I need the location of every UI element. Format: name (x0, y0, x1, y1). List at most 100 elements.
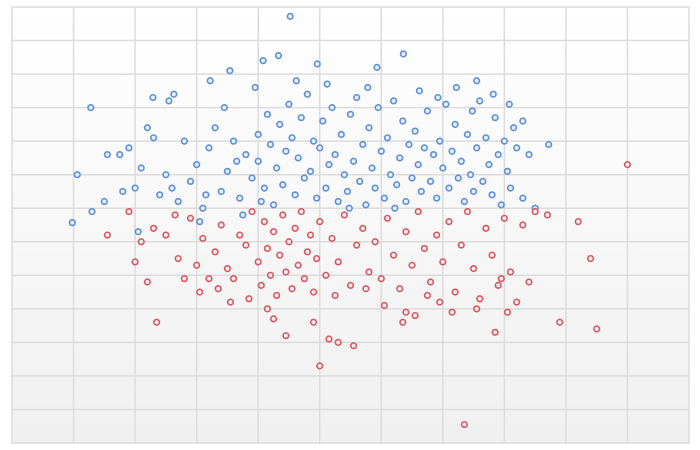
data-point-red (254, 258, 262, 266)
data-point-blue (242, 150, 250, 159)
data-point-blue (454, 174, 462, 182)
data-point-blue (359, 140, 367, 149)
data-point-red (543, 211, 552, 219)
data-point-blue (156, 191, 164, 199)
data-point-red (199, 234, 207, 243)
data-point-blue (217, 187, 225, 196)
data-point-blue (489, 90, 497, 98)
data-point-red (257, 281, 265, 289)
data-point-red (340, 211, 348, 219)
data-point-red (269, 315, 278, 323)
data-point-blue (149, 134, 158, 142)
data-point-red (125, 207, 133, 216)
data-point-blue (186, 177, 195, 185)
data-point-red (103, 231, 111, 239)
data-point-red (263, 305, 272, 313)
data-point-blue (494, 150, 502, 159)
data-point-red (193, 261, 201, 269)
data-point-blue (331, 150, 339, 159)
data-point-blue (452, 83, 460, 92)
data-point-blue (119, 187, 127, 196)
data-point-red (411, 311, 419, 320)
data-point-red (162, 231, 170, 239)
data-point-red (273, 291, 281, 300)
data-point-red (402, 228, 410, 236)
data-point-blue (266, 140, 275, 149)
data-point-red (488, 251, 496, 259)
data-point-red (497, 275, 505, 283)
data-point-red (362, 285, 370, 293)
data-point-red (476, 295, 484, 303)
data-point-blue (316, 144, 324, 152)
data-point-blue (131, 184, 139, 192)
data-point-blue (491, 114, 499, 122)
data-point-red (519, 221, 527, 229)
data-point-blue (362, 201, 370, 209)
data-point-blue (260, 184, 268, 192)
data-point-blue (282, 147, 290, 155)
data-point-red (380, 301, 388, 310)
data-point-red (506, 268, 515, 276)
data-point-blue (220, 104, 228, 112)
data-point-red (294, 261, 302, 269)
data-point-blue (545, 140, 553, 149)
data-point-blue (503, 167, 512, 175)
data-point-red (500, 214, 508, 222)
data-point-red (349, 342, 358, 350)
data-point-blue (371, 184, 379, 192)
data-point-red (623, 161, 632, 169)
data-point-blue (353, 93, 361, 102)
data-point-blue (323, 80, 331, 88)
data-point-blue (368, 164, 376, 172)
data-point-red (414, 207, 422, 216)
data-point-red (574, 218, 582, 226)
data-point-blue (279, 181, 287, 189)
data-point-blue (457, 157, 465, 165)
data-point-blue (259, 57, 267, 65)
data-point-blue (340, 171, 348, 179)
data-point-red (226, 298, 235, 306)
grid (12, 7, 689, 443)
data-point-red (322, 271, 330, 279)
data-point-blue (125, 144, 133, 152)
data-point-red (309, 288, 318, 296)
data-point-blue (73, 171, 81, 179)
data-point-blue (356, 177, 364, 185)
data-point-red (143, 278, 151, 286)
data-point-red (263, 244, 272, 253)
data-point-red (316, 218, 324, 226)
data-point-red (276, 251, 284, 259)
data-point-blue (389, 97, 398, 105)
data-point-red (269, 228, 278, 236)
data-point-blue (469, 187, 478, 196)
data-point-blue (180, 137, 188, 145)
data-point-red (482, 224, 490, 232)
data-point-red (331, 291, 339, 300)
data-point-red (531, 207, 539, 216)
data-point-blue (423, 107, 432, 115)
data-point-red (248, 207, 256, 216)
data-point-red (153, 318, 161, 326)
data-point-blue (251, 83, 259, 92)
data-point-red (586, 254, 595, 263)
data-point-blue (313, 60, 321, 68)
data-point-blue (116, 150, 124, 159)
data-point-red (297, 207, 305, 216)
data-point-blue (482, 134, 490, 142)
data-point-red (420, 244, 428, 253)
data-point-red (491, 328, 499, 336)
data-point-blue (199, 204, 207, 212)
data-point-blue (276, 120, 284, 128)
data-point-blue (303, 90, 312, 98)
data-point-blue (103, 150, 111, 159)
data-point-red (205, 275, 213, 283)
data-point-blue (306, 167, 315, 175)
data-point-blue (170, 90, 178, 98)
data-point-blue (473, 144, 481, 152)
data-point-blue (168, 184, 176, 192)
points (68, 12, 632, 429)
data-point-red (325, 335, 333, 343)
data-point-blue (286, 12, 294, 20)
data-point-red (383, 214, 392, 222)
data-point-blue (429, 150, 438, 159)
